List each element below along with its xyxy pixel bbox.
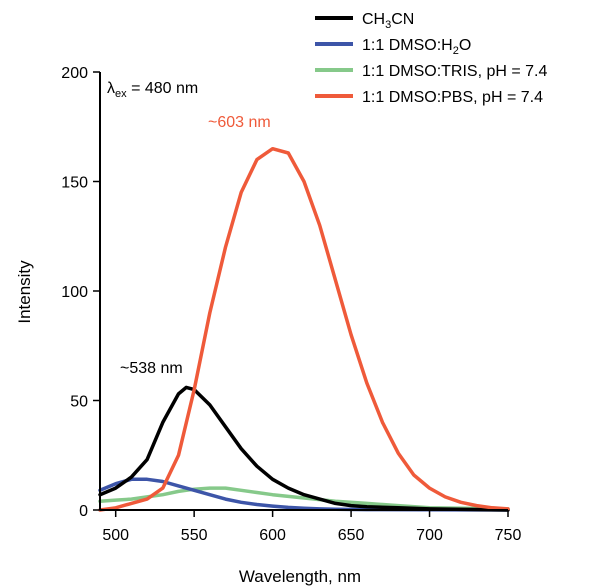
excitation-subscript: ex [115, 88, 127, 100]
series-line [98, 385, 510, 512]
excitation-symbol: λ [107, 80, 115, 97]
x-tick-label: 550 [181, 527, 208, 544]
y-tick-label: 100 [61, 284, 88, 301]
y-tick-label: 200 [61, 65, 88, 82]
y-tick-label: 50 [70, 394, 88, 411]
x-tick-label: 650 [338, 527, 365, 544]
peak-label-red: ~603 nm [208, 114, 271, 131]
x-tick-label: 700 [416, 527, 443, 544]
legend-label: 1:1 DMSO:H2O [362, 37, 471, 57]
series-lines [98, 146, 510, 512]
excitation-annotation: λex = 480 nm [107, 80, 198, 100]
series-line [98, 486, 510, 511]
legend-label: CH3CN [362, 11, 414, 31]
peak-label-black: ~538 nm [120, 360, 183, 377]
legend-label: 1:1 DMSO:TRIS, pH = 7.4 [362, 63, 548, 80]
y-ticks: 0 50 100 150 200 [61, 65, 100, 520]
x-tick-label: 500 [102, 527, 129, 544]
y-tick-label: 0 [79, 503, 88, 520]
x-axis-label: Wavelength, nm [239, 567, 361, 586]
series-line [98, 146, 510, 512]
excitation-value: = 480 nm [127, 80, 199, 97]
legend: CH3CN 1:1 DMSO:H2O 1:1 DMSO:TRIS, pH = 7.4… [315, 11, 548, 106]
legend-label: 1:1 DMSO:PBS, pH = 7.4 [362, 89, 543, 106]
x-tick-label: 750 [495, 527, 522, 544]
y-axis-label: Intensity [15, 260, 34, 324]
x-tick-label: 600 [259, 527, 286, 544]
series-line [98, 477, 510, 512]
y-tick-label: 150 [61, 175, 88, 192]
x-ticks: 500 550 600 650 700 750 [102, 510, 521, 544]
